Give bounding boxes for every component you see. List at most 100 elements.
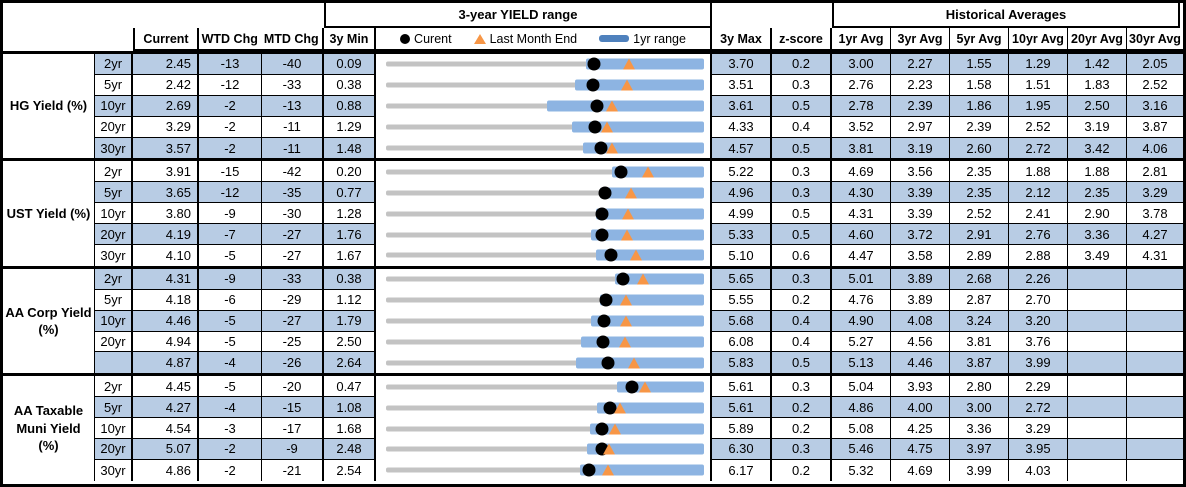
table-section: AA Corp Yield (%) 2yr 4.31 -9 -33 0.38 5.65 0.3 5… [3,265,1183,374]
yield-range-chart [376,224,712,246]
3y-max-cell: 6.17 [712,459,772,481]
3yr-avg-cell: 3.93 [891,376,950,398]
30yr-avg-cell [1127,397,1183,419]
1yr-range-bar [582,142,704,154]
mtd-chg-cell: -13 [262,95,324,117]
30yr-avg-cell: 4.06 [1127,137,1183,159]
3y-range-track [386,405,704,411]
10yr-avg-cell: 3.29 [1009,418,1068,440]
mtd-chg-header: MTD Chg [263,31,319,46]
1yr-avg-cell: 5.04 [832,376,891,398]
30yr-avg-cell [1127,310,1183,332]
wtd-chg-cell: -7 [199,224,262,246]
3y-min-cell: 2.50 [324,331,376,353]
yield-range-chart [376,95,712,117]
current-yield-cell: 4.45 [133,376,199,398]
20yr-avg-cell [1068,268,1127,290]
30yr-avg-cell [1127,439,1183,460]
3y-max-cell: 3.70 [712,54,772,75]
10yr-avg-cell: 3.95 [1009,439,1068,460]
current-yield-cell: 3.29 [133,116,199,138]
3y-range-track [386,384,704,390]
1yr-avg-cell: 3.81 [832,137,891,159]
chart-plot-area [386,75,704,96]
20yr-avg-cell: 1.83 [1068,74,1127,96]
3y-range-track [386,276,704,282]
current-marker [582,463,596,477]
wtd-chg-cell: -12 [199,74,262,96]
1yr-range-bar [596,208,704,220]
last-month-end-marker [603,443,616,455]
3y-max-cell: 6.30 [712,439,772,460]
30yr-avg-cell: 2.52 [1127,74,1183,96]
3y-max-cell: 3.51 [712,74,772,96]
last-month-end-marker [600,121,613,133]
3yr-avg-cell: 4.75 [891,439,950,460]
30yr-avg-cell: 4.27 [1127,224,1183,246]
1yr-avg-cell: 4.69 [832,161,891,183]
1yr-range-bar [572,121,704,133]
20yr-avg-cell [1068,418,1127,440]
current-marker [614,165,628,179]
1yr-avg-cell: 4.90 [832,310,891,332]
last-month-end-marker [620,315,633,327]
30yr-avg-cell [1127,352,1183,374]
20yr-avg-cell: 3.42 [1068,137,1127,159]
tenor-cell: 2yr [95,54,133,75]
last-month-end-triangle-icon [473,33,486,44]
3yr-avg-cell: 3.56 [891,161,950,183]
yield-range-chart [376,116,712,138]
3y-min-cell: 0.09 [324,54,376,75]
wtd-chg-cell: -6 [199,289,262,311]
yield-range-chart [376,310,712,332]
yield-range-group-header: 3-year YIELD range [324,3,712,28]
1yr-range-bar [585,58,704,70]
table-section: AA Taxable Muni Yield (%) 2yr 4.45 -5 -20 0.47 5… [3,373,1183,481]
20yr-avg-cell [1068,352,1127,374]
current-yield-cell: 4.31 [133,268,199,290]
3y-range-track [386,467,704,473]
wtd-chg-cell: -12 [199,182,262,204]
tenor-cell: 2yr [95,161,133,183]
10yr-avg-cell: 2.12 [1009,182,1068,204]
3y-range-track [386,211,704,217]
mtd-chg-cell: -11 [262,116,324,138]
mtd-chg-cell: -9 [262,439,324,460]
30yr-avg-cell: 3.29 [1127,182,1183,204]
3y-min-cell: 2.64 [324,352,376,374]
current-marker [596,335,610,349]
current-yield-cell: 2.42 [133,74,199,96]
1yr-avg-cell: 4.30 [832,182,891,204]
column-header-row: Current WTD Chg MTD Chg 3y Min Curent La… [3,28,1183,54]
3y-max-cell: 5.61 [712,397,772,419]
3y-min-cell: 1.67 [324,245,376,266]
z-score-cell: 0.3 [772,268,832,290]
10yr-avg-cell: 3.99 [1009,352,1068,374]
current-yield-cell: 4.86 [133,459,199,481]
current-yield-cell: 4.46 [133,310,199,332]
1yr-range-bar [617,381,704,393]
current-marker [604,248,618,262]
1yr-avg-cell: 4.60 [832,224,891,246]
20yr-avg-cell: 3.49 [1068,245,1127,266]
3y-range-track [386,297,704,303]
1yr-avg-cell: 4.47 [832,245,891,266]
current-marker [595,207,609,221]
yield-range-chart [376,203,712,225]
chart-plot-area [386,203,704,224]
3y-min-cell: 1.79 [324,310,376,332]
z-score-cell: 0.2 [772,459,832,481]
10yr-avg-cell: 2.29 [1009,376,1068,398]
current-yield-cell: 4.18 [133,289,199,311]
header-spacer-mid [712,3,832,28]
current-marker [595,422,609,436]
z-score-cell: 0.5 [772,95,832,117]
current-yield-cell: 4.94 [133,331,199,353]
5yr-avg-cell: 3.00 [950,397,1009,419]
3y-range-track [386,190,704,196]
row-group-label-line: UST Yield (%) [6,205,91,221]
current-column-header: Current [133,28,199,51]
5yr-avg-cell: 3.24 [950,310,1009,332]
5yr-avg-cell: 3.97 [950,439,1009,460]
